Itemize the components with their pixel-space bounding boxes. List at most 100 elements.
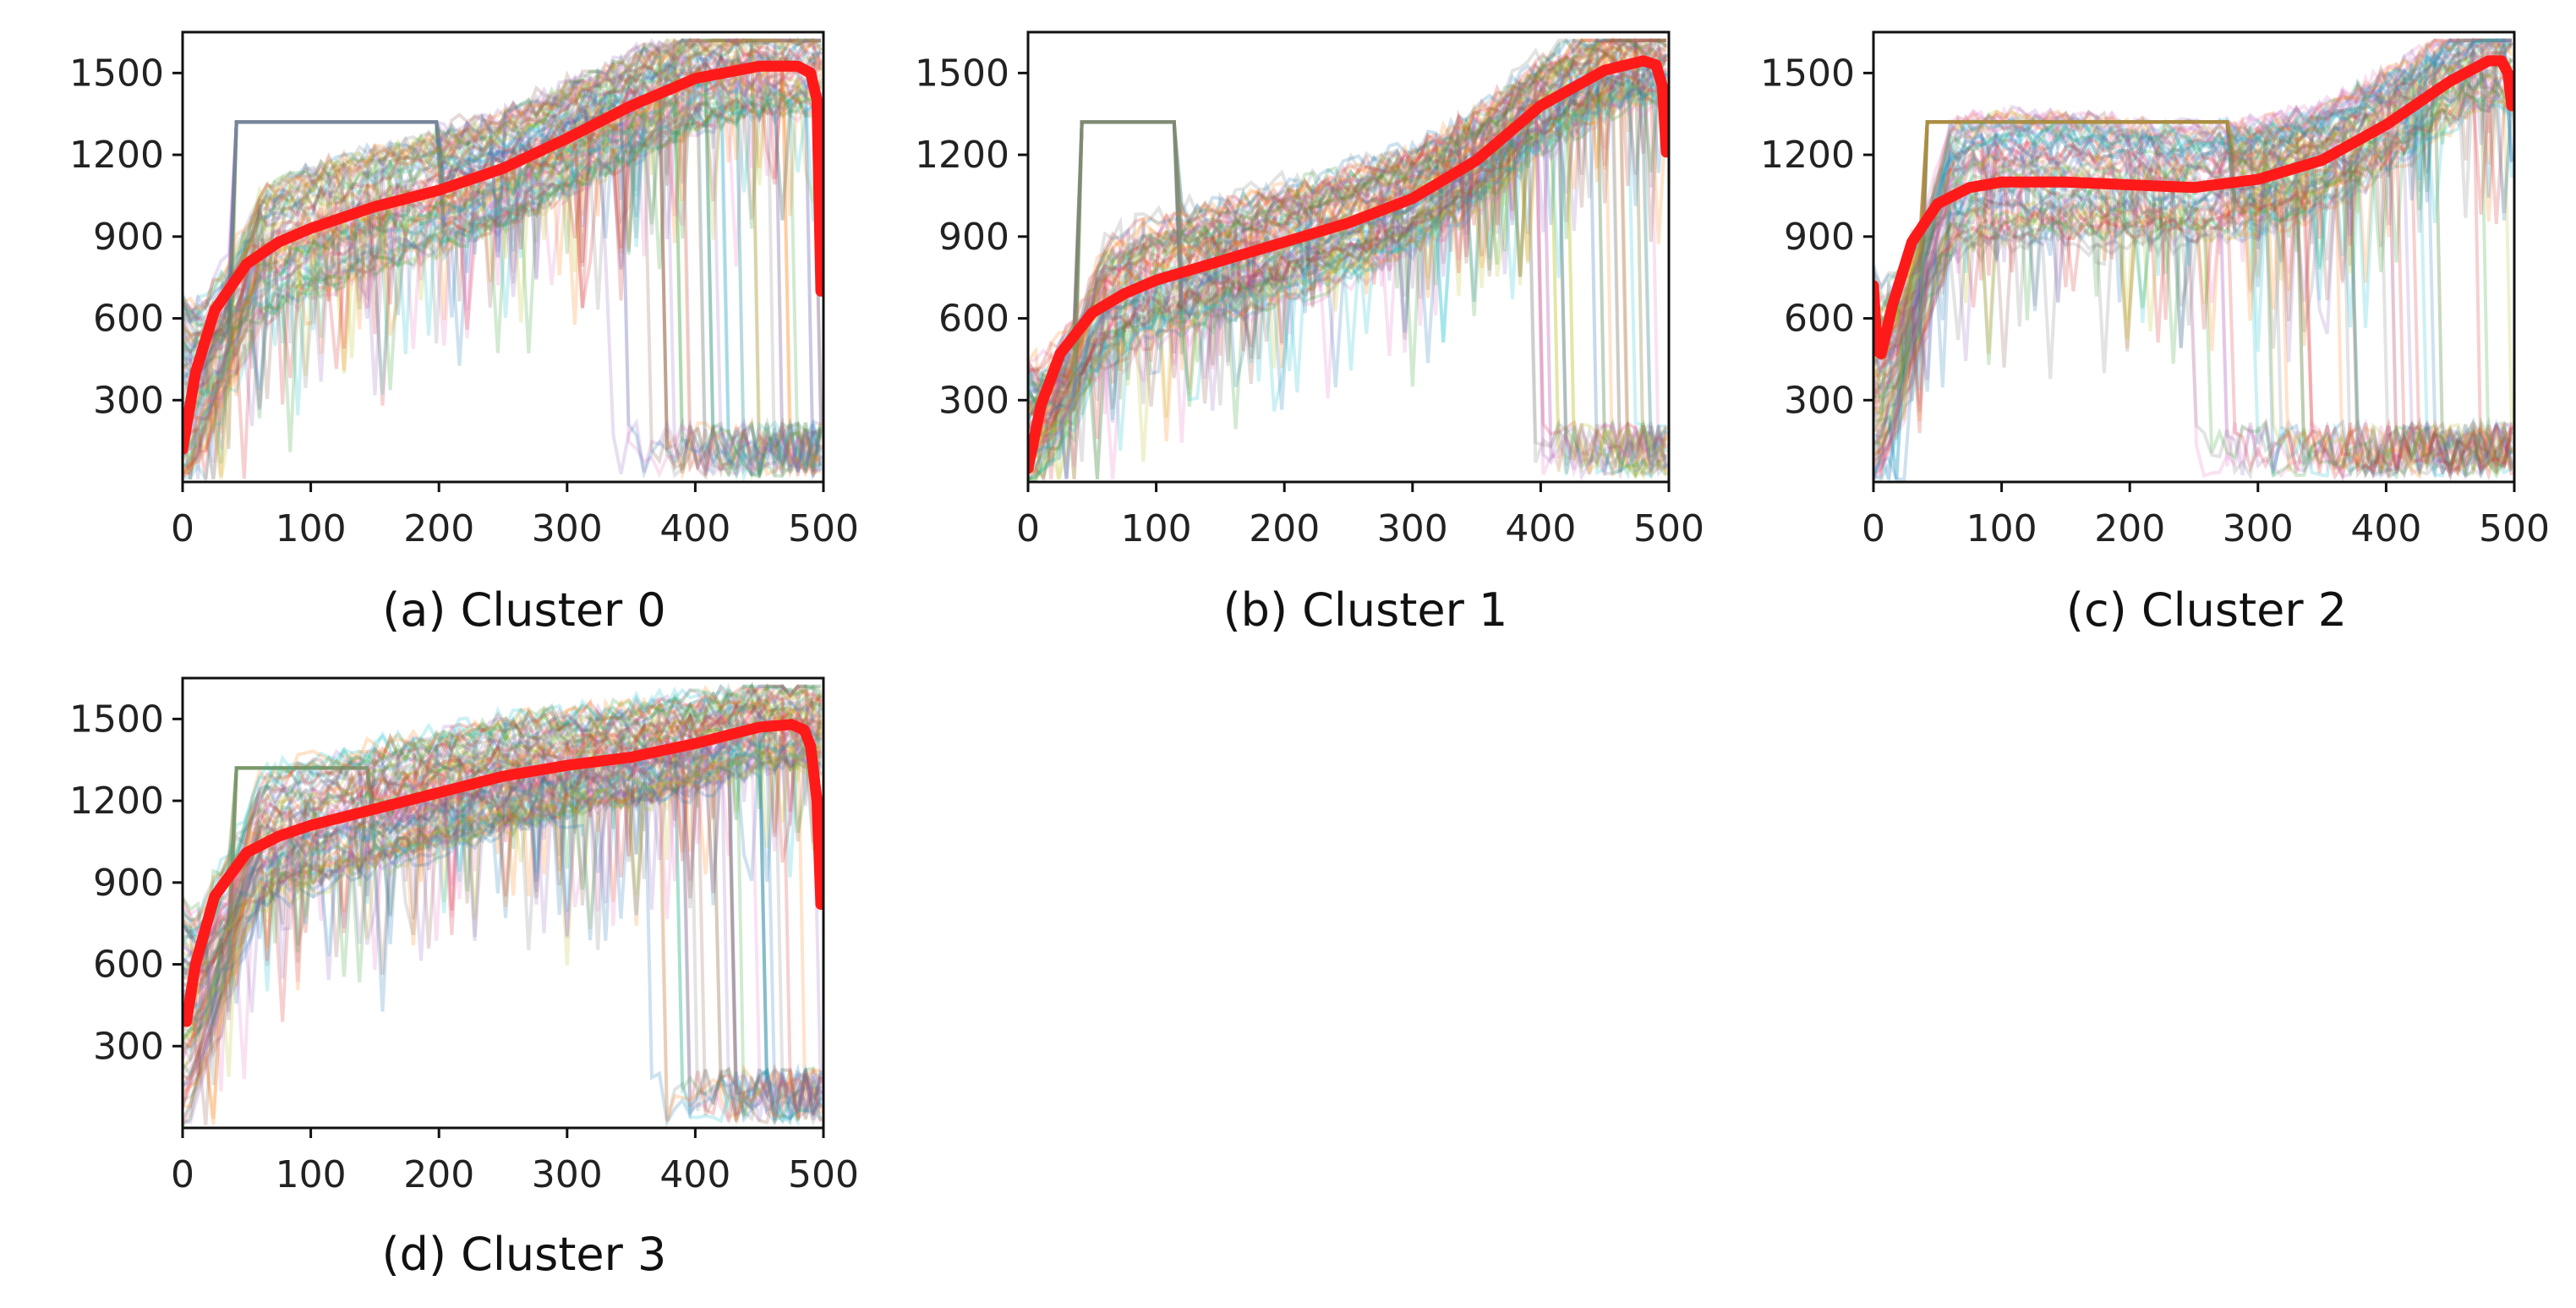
sample-trace — [1028, 38, 1666, 419]
sample-trace — [1028, 79, 1667, 453]
sample-trace — [183, 777, 823, 1126]
sample-trace — [1028, 86, 1668, 435]
sample-trace — [183, 93, 822, 452]
sample-trace — [183, 758, 823, 1120]
sample-trace — [183, 685, 822, 1087]
sample-trace — [183, 38, 822, 426]
sample-trace — [183, 57, 823, 479]
x-tick-label: 200 — [403, 1153, 474, 1196]
sample-trace — [1873, 36, 2512, 480]
sample-trace — [1028, 36, 1668, 473]
panel-caption: (c) Cluster 2 — [2066, 583, 2347, 637]
sample-trace — [1873, 189, 2513, 479]
sample-trace — [183, 36, 823, 468]
y-tick-label: 1500 — [69, 52, 164, 95]
sample-trace — [183, 701, 823, 1119]
sample-trace — [183, 738, 822, 1054]
sample-trace — [1873, 96, 2513, 482]
sample-trace — [1873, 229, 2513, 481]
sample-trace — [1028, 38, 1666, 422]
sample-trace — [183, 78, 823, 450]
sample-trace — [183, 96, 823, 479]
sample-trace — [183, 687, 823, 1122]
sample-trace — [183, 96, 823, 419]
x-tick-label: 100 — [276, 1153, 347, 1196]
sample-trace — [1028, 88, 1668, 432]
sample-trace — [183, 101, 823, 471]
sample-trace — [183, 742, 822, 1125]
y-tick-label: 900 — [93, 216, 164, 259]
sample-trace — [183, 83, 823, 388]
sample-trace — [1028, 81, 1668, 457]
sample-trace — [183, 41, 822, 480]
sample-trace — [183, 709, 823, 1128]
y-tick-label: 1200 — [69, 780, 164, 823]
sample-trace — [183, 37, 821, 326]
y-tick-label: 900 — [93, 862, 164, 905]
sample-trace — [183, 748, 823, 975]
sample-trace — [1028, 70, 1667, 481]
sample-trace — [183, 694, 823, 1049]
sample-trace — [1028, 36, 1668, 412]
sample-trace — [183, 38, 822, 348]
sample-trace — [1873, 88, 2513, 460]
x-tick-label: 200 — [1249, 507, 1320, 550]
sample-trace — [183, 704, 822, 1125]
sample-trace — [1028, 78, 1667, 481]
sample-trace — [183, 735, 822, 1048]
sample-trace — [183, 681, 823, 967]
sample-trace — [183, 37, 823, 477]
sample-trace — [183, 745, 823, 1012]
sample-trace — [1873, 63, 2513, 473]
sample-trace — [183, 753, 823, 1025]
sample-trace — [183, 682, 823, 1006]
sample-trace — [183, 697, 822, 1126]
x-tick-label: 200 — [403, 507, 474, 550]
sample-trace — [1873, 39, 2513, 361]
sample-trace — [1873, 46, 2513, 320]
sample-trace — [183, 691, 823, 1121]
chart-panel-cluster-2: 0 100 200 300 400 500 300 600 900 1200 1500 (c) Clu… — [1760, 30, 2550, 637]
sample-trace — [1028, 38, 1668, 364]
sample-trace — [183, 731, 823, 1121]
sample-trace — [183, 724, 823, 1026]
sample-trace — [1873, 41, 2513, 346]
sample-trace — [1873, 91, 2513, 377]
sample-trace — [1873, 71, 2513, 477]
sample-trace — [1873, 130, 2513, 475]
sample-trace — [183, 77, 823, 422]
x-tick-label: 300 — [2223, 507, 2294, 550]
sample-trace — [1873, 48, 2513, 471]
sample-trace — [1873, 120, 2513, 479]
sample-trace — [1873, 120, 2513, 480]
sample-trace — [1873, 113, 2513, 476]
sample-trace — [1873, 38, 2513, 315]
sample-traces — [1028, 36, 1668, 482]
sample-trace — [183, 36, 822, 476]
sample-trace — [183, 728, 823, 1039]
sample-trace — [1028, 84, 1668, 481]
sample-trace — [183, 79, 823, 416]
sample-trace — [183, 742, 823, 939]
sample-trace — [1873, 85, 2513, 480]
sample-trace — [1028, 68, 1668, 476]
axes-frame — [1872, 30, 2516, 484]
sample-trace — [183, 85, 822, 421]
sample-trace — [1028, 92, 1668, 468]
y-tick-label: 1500 — [69, 698, 164, 741]
sample-trace — [183, 90, 823, 396]
y-tick-label: 1500 — [915, 52, 1009, 95]
mean-line — [183, 719, 823, 1027]
sample-trace — [1873, 120, 2513, 480]
sample-trace — [183, 772, 823, 1126]
sample-trace — [183, 688, 823, 1018]
x-tick-label: 500 — [788, 1153, 859, 1196]
sample-trace — [183, 91, 822, 348]
y-tick-label: 300 — [93, 379, 164, 422]
sample-trace — [1028, 41, 1668, 386]
sample-trace — [1873, 38, 2512, 377]
sample-trace — [1028, 57, 1667, 480]
sample-trace — [1028, 77, 1668, 478]
sample-trace — [183, 727, 823, 950]
sample-trace — [1028, 38, 1667, 447]
